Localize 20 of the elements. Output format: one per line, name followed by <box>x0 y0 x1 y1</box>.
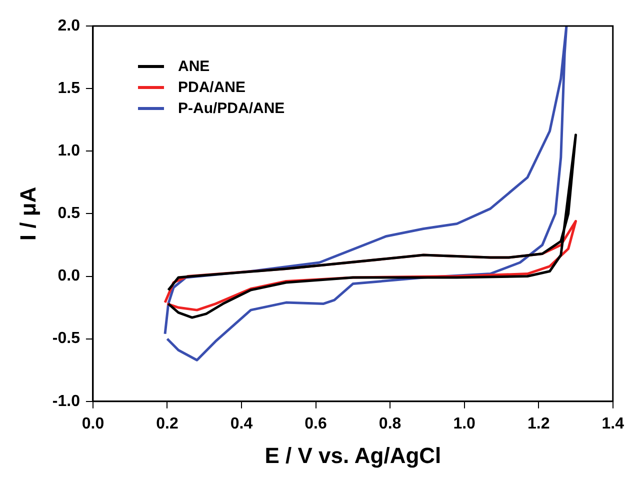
y-tick-label: 2.0 <box>58 17 80 34</box>
legend-label: ANE <box>178 58 210 75</box>
x-tick-label: 0.0 <box>82 415 104 432</box>
x-tick-label: 0.8 <box>378 415 402 432</box>
x-axis-title: E / V vs. Ag/AgCl <box>264 442 442 468</box>
y-tick-label: -0.5 <box>52 330 80 348</box>
legend-label: P-Au/PDA/ANE <box>178 100 285 117</box>
legend-label: PDA/ANE <box>178 79 246 96</box>
y-tick-label: -1.0 <box>52 392 80 410</box>
x-tick-label: 1.0 <box>453 415 476 432</box>
y-tick-label: 0.5 <box>58 205 80 222</box>
y-tick-label: 0.0 <box>58 268 80 285</box>
x-tick-label: 1.4 <box>602 415 624 432</box>
x-tick-label: 0.2 <box>156 415 178 432</box>
y-tick-label: 1.5 <box>58 80 80 97</box>
x-tick-label: 0.6 <box>304 415 328 432</box>
y-tick-label: 1.0 <box>58 142 80 160</box>
y-axis-title: I / μA <box>15 186 40 241</box>
x-tick-label: 1.2 <box>527 415 550 432</box>
x-tick-label: 0.4 <box>230 415 253 432</box>
